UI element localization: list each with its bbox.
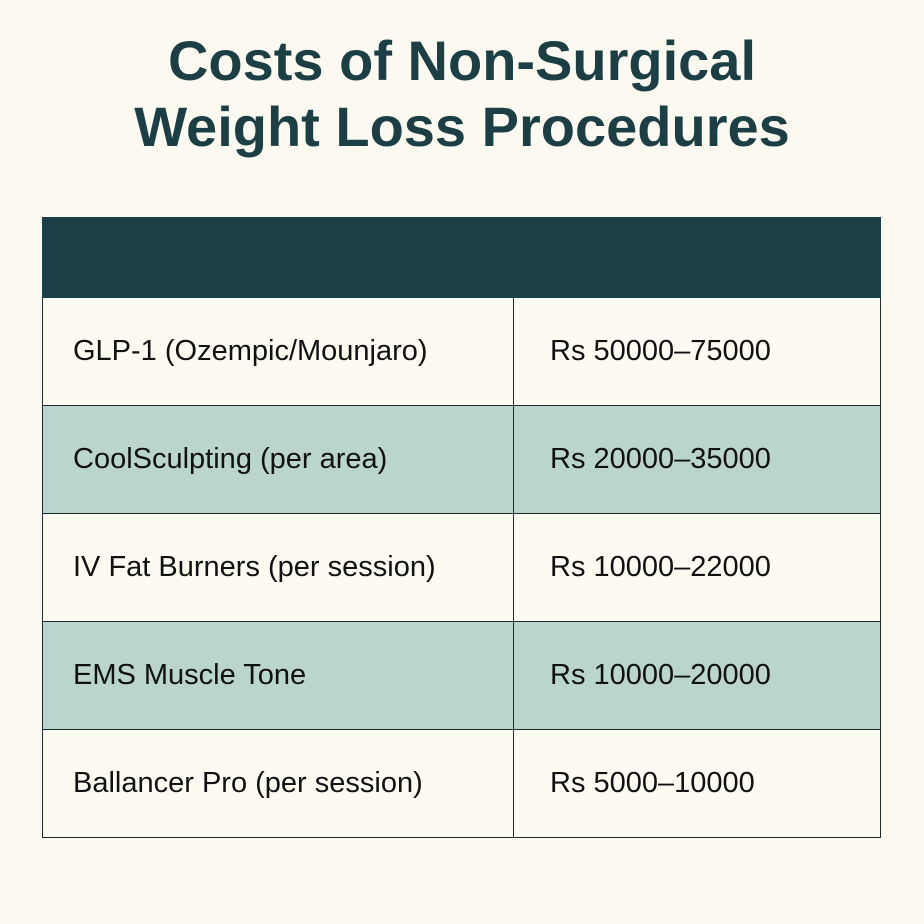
title-line-1: Costs of Non-Surgical xyxy=(167,29,757,92)
procedure-cell: IV Fat Burners (per session) xyxy=(42,513,514,622)
header-cost xyxy=(513,217,881,298)
table-row: EMS Muscle Tone Rs 10000–20000 xyxy=(42,621,881,730)
title-line-2: Weight Loss Procedures xyxy=(134,95,790,158)
cost-cell: Rs 10000–22000 xyxy=(513,513,881,622)
table-row: IV Fat Burners (per session) Rs 10000–22… xyxy=(42,513,881,622)
cost-table: GLP-1 (Ozempic/Mounjaro) Rs 50000–75000 … xyxy=(42,217,881,838)
procedure-cell: CoolSculpting (per area) xyxy=(42,405,514,514)
procedure-cell: EMS Muscle Tone xyxy=(42,621,514,730)
cost-cell: Rs 20000–35000 xyxy=(513,405,881,514)
table-header-row xyxy=(42,217,881,298)
table-row: Ballancer Pro (per session) Rs 5000–1000… xyxy=(42,729,881,838)
cost-cell: Rs 5000–10000 xyxy=(513,729,881,838)
table-row: GLP-1 (Ozempic/Mounjaro) Rs 50000–75000 xyxy=(42,297,881,406)
page-title: Costs of Non-Surgical Weight Loss Proced… xyxy=(0,28,924,160)
procedure-cell: GLP-1 (Ozempic/Mounjaro) xyxy=(42,297,514,406)
cost-cell: Rs 50000–75000 xyxy=(513,297,881,406)
table-row: CoolSculpting (per area) Rs 20000–35000 xyxy=(42,405,881,514)
cost-cell: Rs 10000–20000 xyxy=(513,621,881,730)
procedure-cell: Ballancer Pro (per session) xyxy=(42,729,514,838)
header-procedure xyxy=(42,217,514,298)
